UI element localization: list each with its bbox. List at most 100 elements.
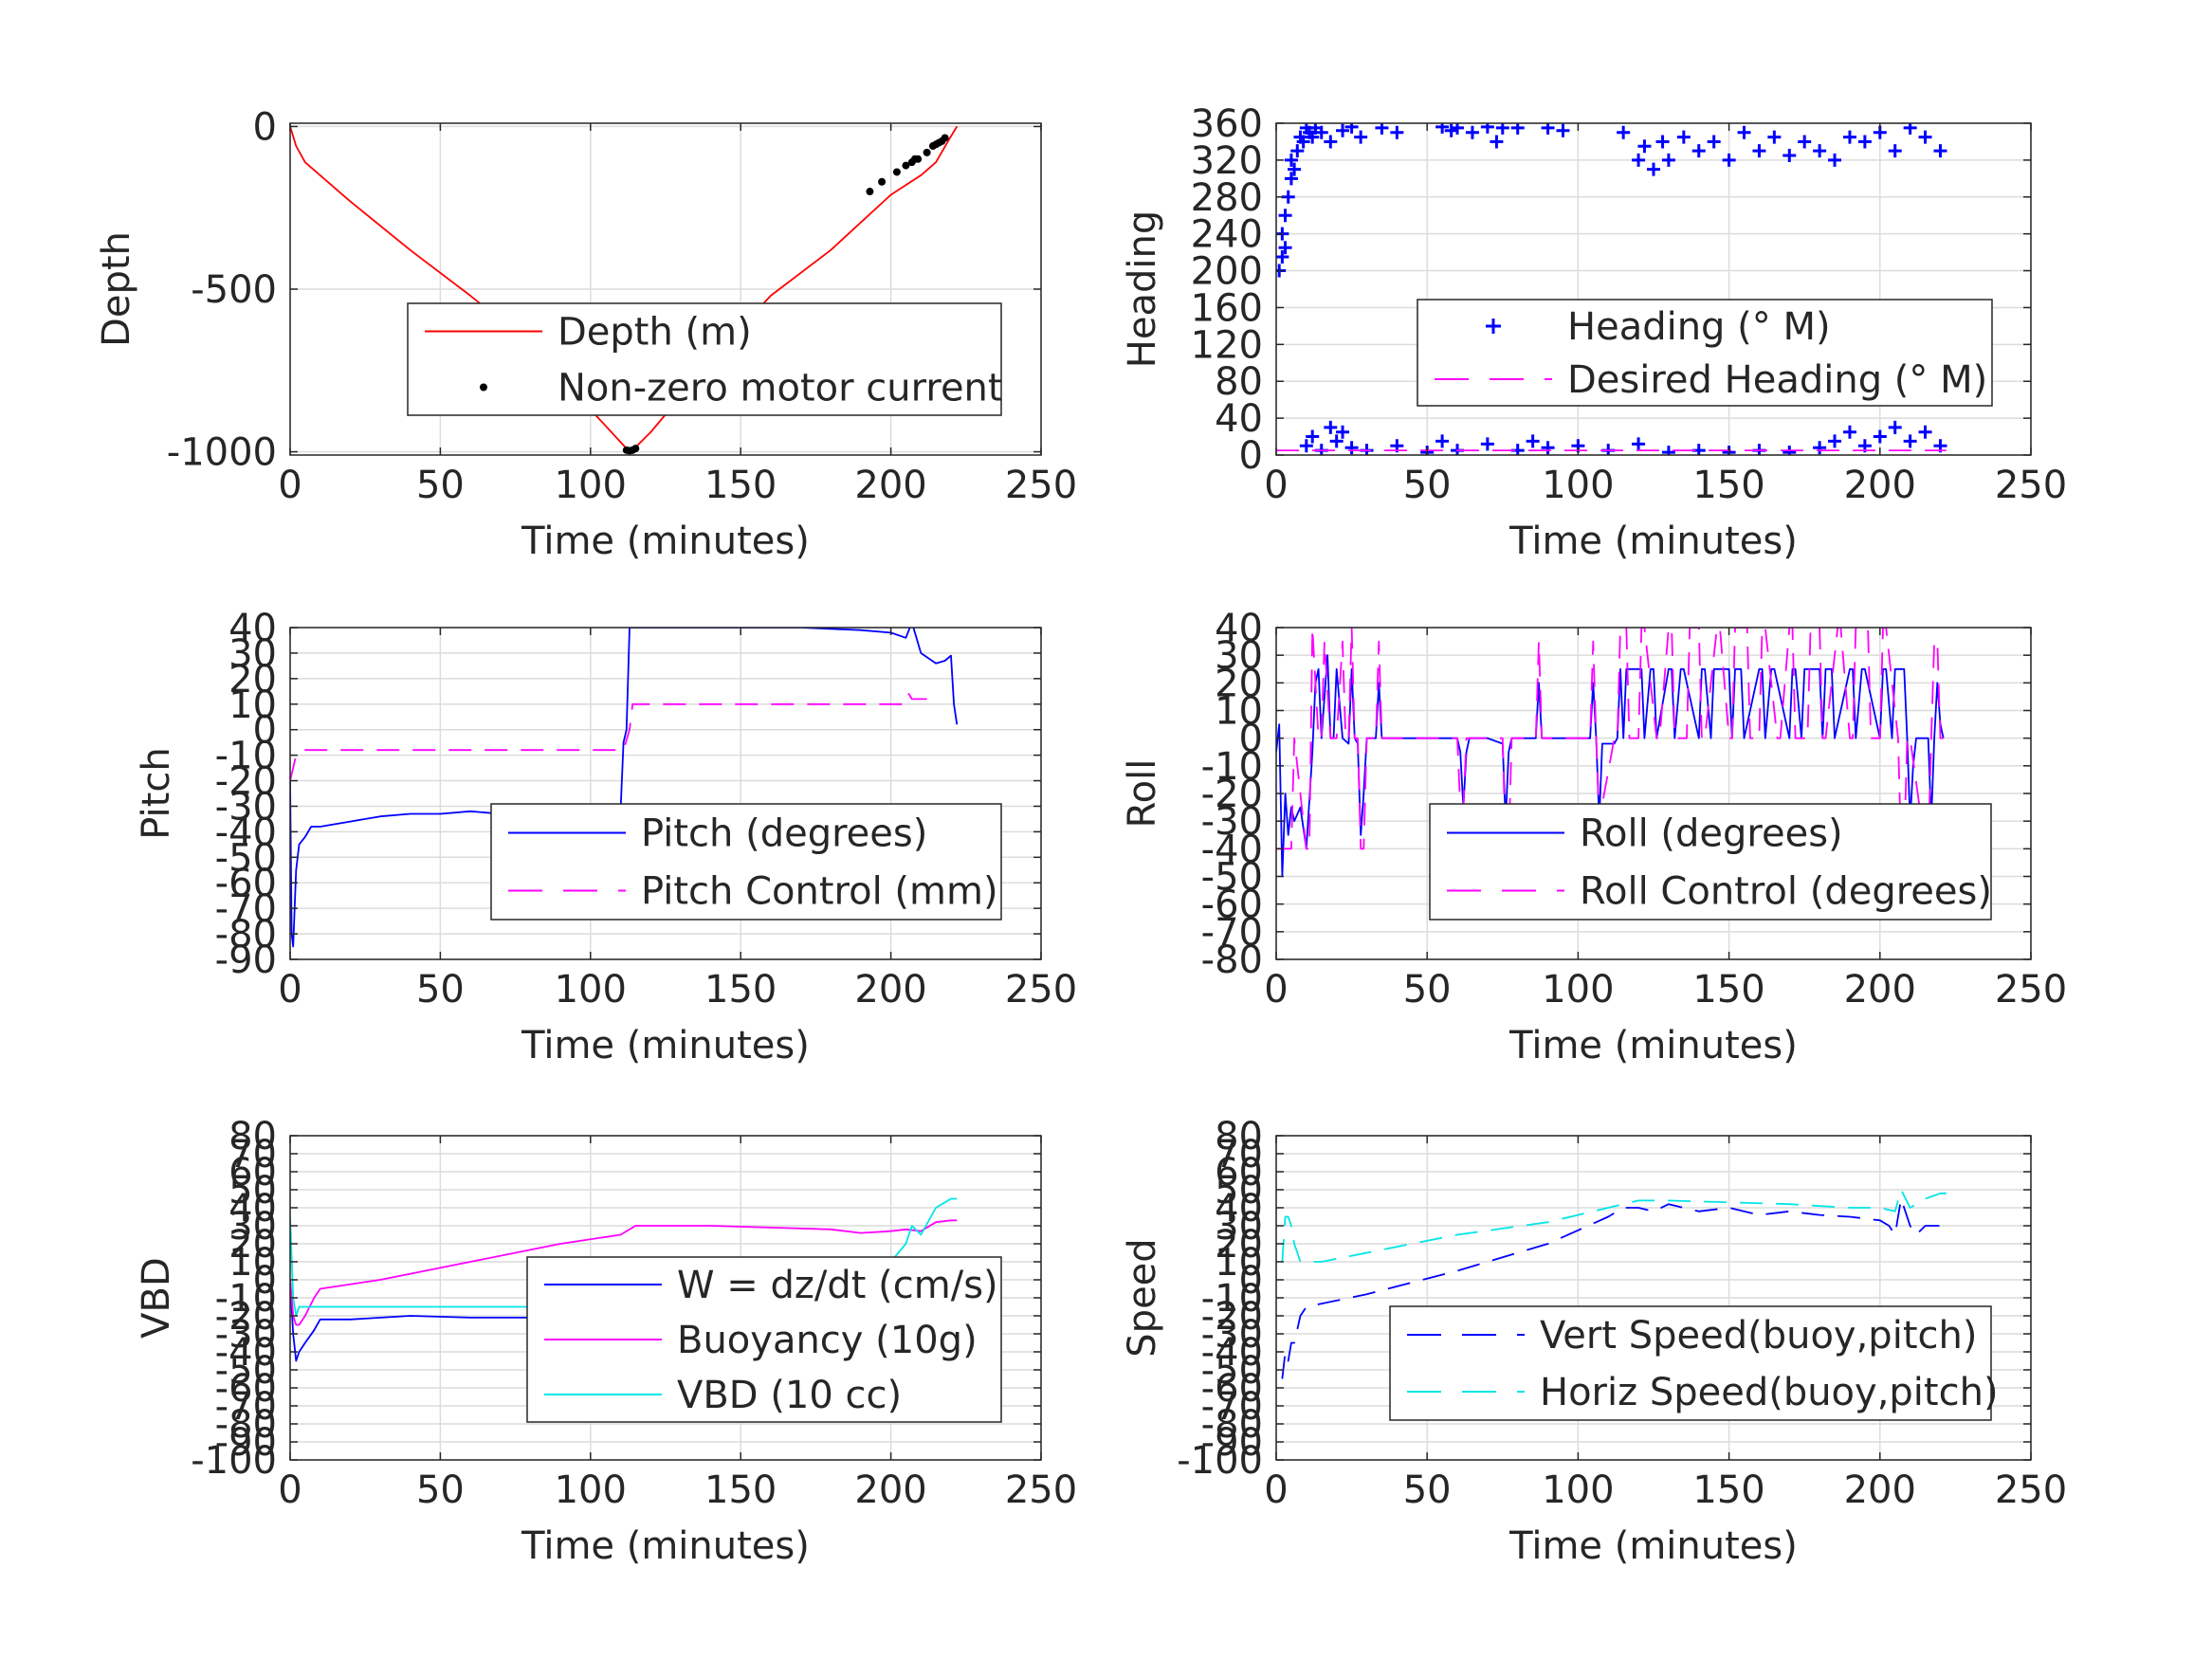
series-heading-0-point [1306, 130, 1320, 144]
x-tick-label: 150 [1692, 464, 1764, 507]
series-heading-0-point [1278, 241, 1292, 255]
series-heading-0-point [1284, 153, 1298, 167]
y-tick-label: 60 [1215, 1151, 1263, 1194]
y-tick-label: 0 [1239, 434, 1263, 478]
series-heading-0-point [1490, 135, 1504, 149]
series-roll-1-line [1276, 628, 1944, 850]
legend-label: VBD (10 cc) [677, 1374, 902, 1417]
series-heading-0-point [1888, 144, 1902, 158]
y-tick-label: 40 [229, 607, 277, 650]
x-tick-label: 50 [416, 968, 465, 1012]
series-heading-0-point [1632, 153, 1646, 167]
y-tick-label: -40 [1201, 828, 1263, 871]
x-tick-label: 100 [555, 968, 627, 1012]
series-heading-0-point [1344, 123, 1359, 134]
series-heading-0-point [1828, 153, 1842, 167]
legend-swatch [1486, 319, 1501, 334]
series-heading-0-point [1813, 441, 1827, 455]
y-tick-label: 0 [253, 105, 277, 149]
x-tick-label: 200 [854, 1468, 926, 1512]
series-heading-0-point [1306, 429, 1320, 444]
legend-label: Roll Control (degrees) [1580, 870, 1992, 914]
series-heading-0-point [1828, 434, 1842, 448]
series-heading-0-point [1782, 446, 1797, 455]
legend-label: Pitch (degrees) [641, 812, 927, 856]
x-tick-label: 200 [1844, 464, 1916, 507]
x-tick-label: 250 [1005, 464, 1077, 507]
y-axis-label: Heading [1121, 210, 1164, 368]
series-heading-0-point [1290, 144, 1305, 158]
y-tick-label: 80 [1215, 1115, 1263, 1158]
y-tick-label: -50 [1201, 856, 1263, 900]
series-heading-0-point [1480, 437, 1494, 451]
series-heading-0-point [1637, 139, 1652, 154]
series-heading-0-point [1782, 149, 1797, 163]
y-tick-label: -10 [215, 735, 277, 778]
y-tick-label: -70 [1201, 1385, 1263, 1429]
x-tick-label: 150 [704, 968, 777, 1012]
y-tick-label: -40 [1201, 1331, 1263, 1375]
legend-label: Horiz Speed(buoy,pitch) [1540, 1371, 1999, 1414]
y-tick-label: -100 [191, 1439, 277, 1483]
x-tick-label: 200 [1844, 968, 1916, 1012]
x-axis-label: Time (minutes) [521, 520, 810, 563]
legend-box [490, 803, 1002, 921]
series-heading-0-point [1918, 130, 1932, 144]
series-heading-0-point [1767, 130, 1782, 144]
series-heading-0-point [1661, 153, 1675, 167]
x-tick-label: 100 [555, 464, 627, 507]
x-tick-label: 250 [1995, 464, 2067, 507]
x-tick-label: 100 [1542, 464, 1614, 507]
y-tick-label: 50 [1215, 1169, 1263, 1212]
series-heading-0-point [1857, 135, 1872, 149]
series-depth-1-point [866, 188, 874, 196]
y-tick-label: -1000 [167, 431, 277, 475]
series-heading-0-point [1556, 123, 1570, 137]
x-tick-label: 0 [1264, 464, 1288, 507]
y-tick-label: -40 [215, 811, 277, 854]
series-heading-0-point [1444, 123, 1458, 137]
y-tick-label: 80 [1215, 360, 1263, 404]
series-heading-0-point [1284, 172, 1298, 186]
x-tick-label: 0 [1264, 1468, 1288, 1512]
series-heading-0-point [1480, 123, 1494, 134]
x-tick-label: 0 [278, 464, 302, 507]
x-tick-label: 50 [416, 464, 465, 507]
x-tick-label: 100 [1542, 1468, 1614, 1512]
series-heading-0-point [1632, 437, 1646, 451]
x-tick-label: 100 [555, 1468, 627, 1512]
series-heading-0-point [1842, 425, 1856, 439]
y-tick-label: -50 [215, 1349, 277, 1393]
x-tick-label: 250 [1995, 968, 2067, 1012]
series-heading-0-point [1435, 434, 1450, 448]
y-tick-label: 20 [229, 1223, 277, 1267]
series-heading-0-point [1903, 434, 1917, 448]
y-tick-label: 0 [253, 709, 277, 753]
series-heading-0-point [1296, 135, 1310, 149]
y-tick-label: 160 [1191, 286, 1263, 330]
y-tick-label: -500 [191, 268, 277, 312]
y-tick-label: -60 [215, 862, 277, 905]
series-heading-0-point [1707, 135, 1721, 149]
series-group [1281, 1189, 1947, 1379]
y-tick-label: 40 [1215, 397, 1263, 441]
series-heading-0-point [1329, 434, 1344, 448]
series-heading-0-point [1737, 125, 1751, 139]
x-axis-label: Time (minutes) [521, 1024, 810, 1067]
y-tick-label: -60 [1201, 884, 1263, 927]
y-tick-label: 0 [253, 1259, 277, 1303]
legend-box [1389, 1305, 1992, 1421]
x-tick-label: 150 [1692, 968, 1764, 1012]
series-heading-0-point [1526, 434, 1540, 448]
subplot-roll: 0 50 100 150 200 250-80-70-60-50-40-30-20-100… [1121, 607, 2067, 1067]
y-tick-label: 20 [1215, 662, 1263, 705]
series-depth-1-point [902, 161, 910, 170]
legend-label: Vert Speed(buoy,pitch) [1540, 1314, 1977, 1358]
legend-label: Desired Heading (° M) [1567, 358, 1987, 402]
subplot-heading: 0 50 100 150 200 2500408012016020024028032036… [1121, 102, 2067, 563]
legend-box [407, 302, 1002, 416]
series-heading-0-point [1281, 190, 1295, 204]
y-tick-label: -10 [1201, 1277, 1263, 1321]
x-tick-label: 200 [854, 968, 926, 1012]
y-axis-label: Pitch [135, 747, 178, 839]
